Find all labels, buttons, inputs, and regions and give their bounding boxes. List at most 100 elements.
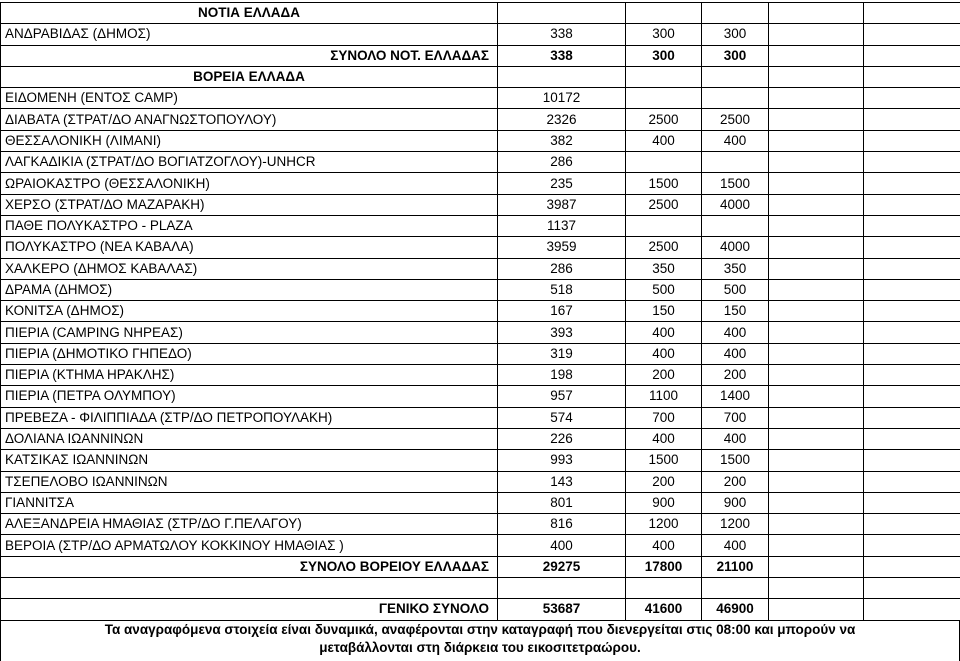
empty-cell <box>769 556 864 577</box>
value-cell-1: 382 <box>498 130 626 151</box>
value-cell-1: 53687 <box>498 599 626 620</box>
value-cell-2 <box>626 152 702 173</box>
empty-cell <box>864 407 960 428</box>
value-cell-3: 400 <box>702 428 769 449</box>
location-cell: ΧΕΡΣΟ (ΣΤΡΑΤ/ΔΟ ΜΑΖΑΡΑΚΗ) <box>1 194 498 215</box>
location-cell: ΒΟΡΕΙΑ ΕΛΛΑΔΑ <box>1 66 498 87</box>
value-cell-2 <box>626 3 702 24</box>
value-cell-1: 226 <box>498 428 626 449</box>
value-cell-3 <box>702 215 769 236</box>
value-cell-3: 700 <box>702 407 769 428</box>
empty-cell <box>769 109 864 130</box>
table-row: ΑΛΕΞΑΝΔΡΕΙΑ ΗΜΑΘΙΑΣ (ΣΤΡ/ΔΟ Γ.ΠΕΛΑΓΟΥ)81… <box>1 514 960 535</box>
value-cell-1: 338 <box>498 45 626 66</box>
value-cell-1: 3959 <box>498 237 626 258</box>
location-cell: ΚΑΤΣΙΚΑΣ ΙΩΑΝΝΙΝΩΝ <box>1 450 498 471</box>
value-cell-2 <box>626 66 702 87</box>
value-cell-2: 400 <box>626 535 702 556</box>
value-cell-1: 816 <box>498 514 626 535</box>
value-cell-2: 350 <box>626 258 702 279</box>
empty-cell <box>864 130 960 151</box>
value-cell-3: 400 <box>702 130 769 151</box>
value-cell-2: 400 <box>626 428 702 449</box>
value-cell-1: 286 <box>498 152 626 173</box>
value-cell-3: 1200 <box>702 514 769 535</box>
value-cell-3: 350 <box>702 258 769 279</box>
location-cell: ΧΑΛΚΕΡΟ (ΔΗΜΟΣ ΚΑΒΑΛΑΣ) <box>1 258 498 279</box>
empty-cell <box>864 450 960 471</box>
value-cell-2: 17800 <box>626 556 702 577</box>
value-cell-1 <box>498 578 626 599</box>
value-cell-3: 500 <box>702 279 769 300</box>
value-cell-2 <box>626 215 702 236</box>
empty-cell <box>864 215 960 236</box>
value-cell-2: 200 <box>626 365 702 386</box>
section-row: ΒΟΡΕΙΑ ΕΛΛΑΔΑ <box>1 66 960 87</box>
value-cell-1: 957 <box>498 386 626 407</box>
value-cell-3: 1500 <box>702 173 769 194</box>
empty-cell <box>769 279 864 300</box>
empty-cell <box>769 514 864 535</box>
empty-cell <box>864 599 960 620</box>
value-cell-1: 3987 <box>498 194 626 215</box>
location-cell: ΠΑΘΕ ΠΟΛΥΚΑΣΤΡΟ - PLAZA <box>1 215 498 236</box>
value-cell-1: 338 <box>498 24 626 45</box>
empty-cell <box>864 279 960 300</box>
empty-cell <box>769 66 864 87</box>
value-cell-1: 198 <box>498 365 626 386</box>
value-cell-2: 500 <box>626 279 702 300</box>
value-cell-3: 900 <box>702 492 769 513</box>
value-cell-2: 1500 <box>626 173 702 194</box>
value-cell-3: 4000 <box>702 194 769 215</box>
value-cell-3: 300 <box>702 24 769 45</box>
empty-cell <box>864 45 960 66</box>
empty-cell <box>769 237 864 258</box>
value-cell-1: 286 <box>498 258 626 279</box>
empty-cell <box>864 66 960 87</box>
value-cell-1 <box>498 3 626 24</box>
empty-cell <box>864 237 960 258</box>
value-cell-2: 2500 <box>626 109 702 130</box>
location-cell: ΠΙΕΡΙΑ (ΔΗΜΟΤΙΚΟ ΓΗΠΕΔΟ) <box>1 343 498 364</box>
empty-cell <box>864 301 960 322</box>
location-cell: ΔΡΑΜΑ (ΔΗΜΟΣ) <box>1 279 498 300</box>
empty-cell <box>864 578 960 599</box>
value-cell-3: 46900 <box>702 599 769 620</box>
footnote-line-1: Τα αναγραφόμενα στοιχεία είναι δυναμικά,… <box>1 621 959 639</box>
value-cell-1: 235 <box>498 173 626 194</box>
empty-cell <box>769 599 864 620</box>
empty-cell <box>769 578 864 599</box>
empty-cell <box>769 407 864 428</box>
section-row: ΝΟΤΙΑ ΕΛΛΑΔΑ <box>1 3 960 24</box>
value-cell-3: 400 <box>702 343 769 364</box>
value-cell-1: 518 <box>498 279 626 300</box>
value-cell-1: 29275 <box>498 556 626 577</box>
empty-cell <box>864 173 960 194</box>
empty-cell <box>769 194 864 215</box>
value-cell-3: 300 <box>702 45 769 66</box>
value-cell-3 <box>702 88 769 109</box>
value-cell-1: 574 <box>498 407 626 428</box>
value-cell-3 <box>702 3 769 24</box>
empty-cell <box>769 152 864 173</box>
empty-cell <box>769 386 864 407</box>
empty-cell <box>864 386 960 407</box>
empty-cell <box>769 3 864 24</box>
location-cell: ΚΟΝΙΤΣΑ (ΔΗΜΟΣ) <box>1 301 498 322</box>
empty-cell <box>864 258 960 279</box>
location-cell: ΠΙΕΡΙΑ (CAMPING ΝΗΡΕΑΣ) <box>1 322 498 343</box>
value-cell-2: 300 <box>626 24 702 45</box>
location-cell: ΠΙΕΡΙΑ (ΠΕΤΡΑ ΟΛΥΜΠΟΥ) <box>1 386 498 407</box>
empty-cell <box>864 3 960 24</box>
